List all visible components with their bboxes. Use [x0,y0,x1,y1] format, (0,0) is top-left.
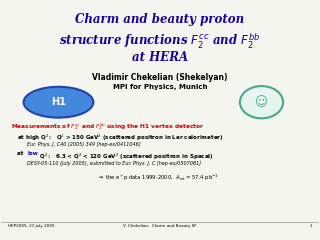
Text: Charm and beauty proton: Charm and beauty proton [76,13,244,26]
Circle shape [240,86,283,118]
Text: V. Chekelian,  Charm and Beauty SF: V. Chekelian, Charm and Beauty SF [123,224,197,228]
Ellipse shape [24,87,93,118]
Text: low: low [28,151,38,156]
Text: Measurements of $F_2^{cc}$ and $F_2^{bb}$ using the H1 vertex detector: Measurements of $F_2^{cc}$ and $F_2^{bb}… [11,121,204,132]
Text: 1: 1 [310,224,312,228]
Text: H1: H1 [51,97,66,107]
Text: Q$^2$:   6.3 < Q$^2$ < 120 GeV$^2$ (scattered positron in Spacal): Q$^2$: 6.3 < Q$^2$ < 120 GeV$^2$ (scatte… [37,151,213,162]
Text: at: at [17,151,26,156]
Text: at HERA: at HERA [132,51,188,64]
Text: MPI for Physics, Munich: MPI for Physics, Munich [113,84,207,90]
Text: Eur. Phys. J. C40 (2005) 349 [hep-ex/0411046]: Eur. Phys. J. C40 (2005) 349 [hep-ex/041… [27,142,140,147]
Text: at high Q$^2$:   Q$^2$ > 150 GeV$^2$ (scattered positron in Lar calorimeter): at high Q$^2$: Q$^2$ > 150 GeV$^2$ (scat… [17,132,224,143]
Text: HEP2005, 21 July 2005: HEP2005, 21 July 2005 [8,224,54,228]
Text: $\Rightarrow$ the e$^+$p data 1999-2000,  $\mathit{A}_{int}$ = 57.4 pb$^{-1}$: $\Rightarrow$ the e$^+$p data 1999-2000,… [97,173,218,183]
Text: Vladimir Chekelian (Shekelyan): Vladimir Chekelian (Shekelyan) [92,72,228,82]
Text: DESY-05-110 (July 2005), submitted to Eur. Phys. J. C [hep-ex/0507081]: DESY-05-110 (July 2005), submitted to Eu… [27,161,201,166]
Text: ☺: ☺ [255,96,268,109]
Text: structure functions $F_2^{cc}$ and $F_2^{bb}$: structure functions $F_2^{cc}$ and $F_2^… [60,32,260,51]
